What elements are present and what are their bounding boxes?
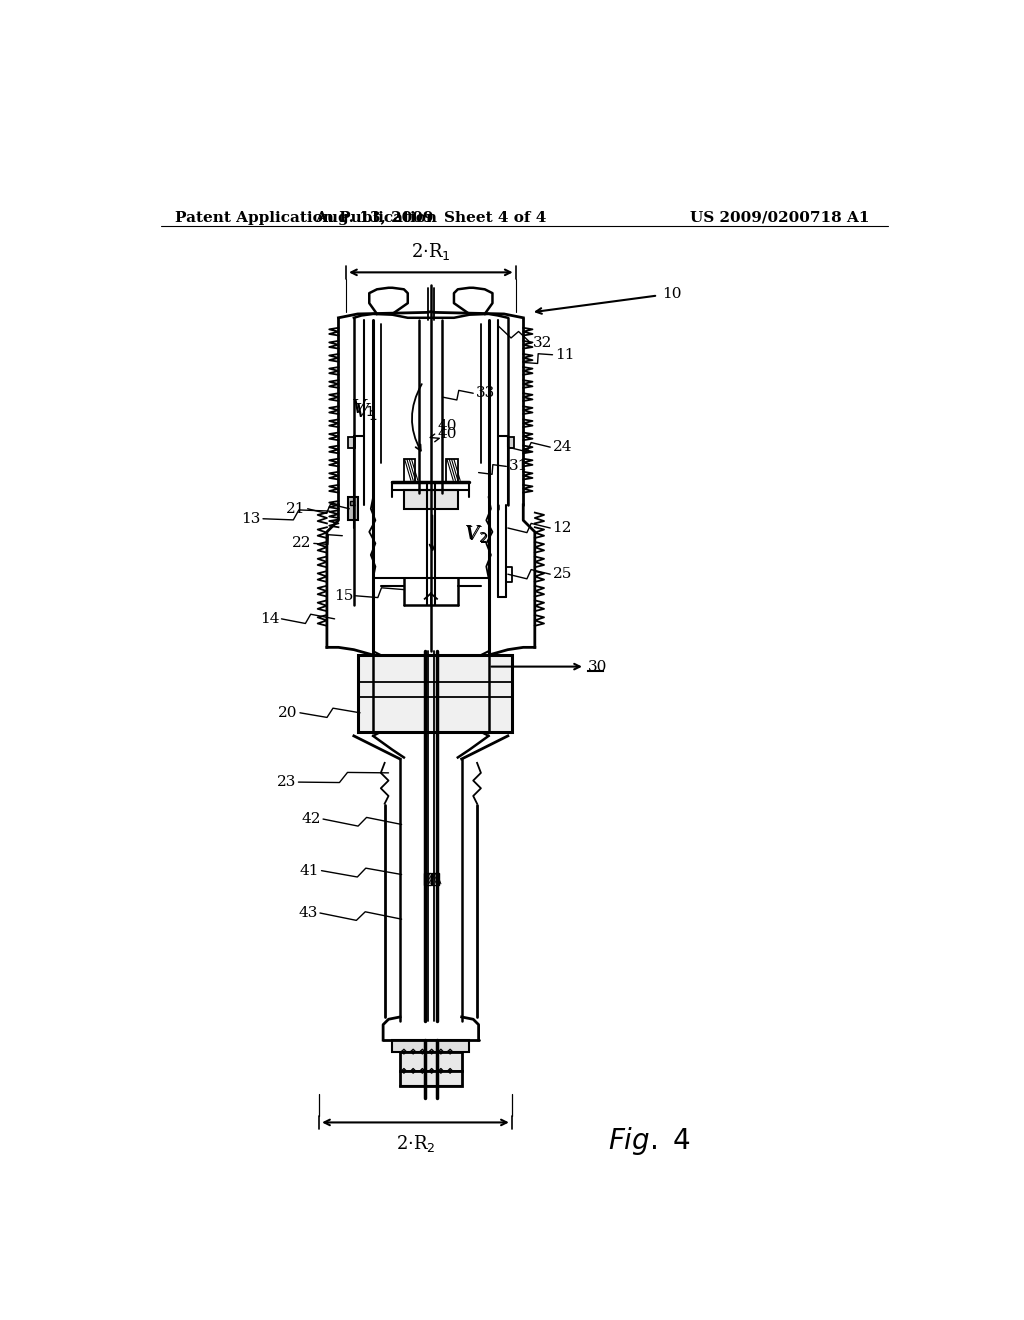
Text: $\it{Fig.}$ $\it{4}$: $\it{Fig.}$ $\it{4}$ — [608, 1125, 690, 1156]
Text: 10: 10 — [662, 286, 681, 301]
Bar — [350, 502, 354, 506]
Bar — [424, 873, 431, 884]
Bar — [446, 459, 458, 482]
Bar — [348, 437, 354, 447]
Text: 25: 25 — [553, 568, 571, 581]
Bar — [400, 1071, 462, 1086]
Text: 11: 11 — [555, 347, 574, 362]
Bar — [403, 490, 458, 508]
Bar — [392, 1040, 469, 1052]
Text: 20: 20 — [279, 706, 298, 719]
Text: V$_1$: V$_1$ — [351, 399, 375, 420]
Text: US 2009/0200718 A1: US 2009/0200718 A1 — [690, 211, 869, 224]
Text: 24: 24 — [553, 440, 572, 454]
Bar — [357, 655, 512, 733]
Text: 31: 31 — [509, 459, 528, 474]
Text: Aug. 13, 2009  Sheet 4 of 4: Aug. 13, 2009 Sheet 4 of 4 — [315, 211, 547, 224]
Text: 12: 12 — [553, 521, 572, 535]
Text: 14: 14 — [260, 612, 280, 626]
Text: 23: 23 — [276, 775, 296, 789]
Text: Patent Application Publication: Patent Application Publication — [175, 211, 437, 224]
Text: 2$\cdot$R$_1$: 2$\cdot$R$_1$ — [411, 240, 451, 261]
Bar — [508, 437, 514, 447]
Text: 33: 33 — [475, 387, 495, 400]
Bar — [348, 498, 357, 520]
Bar — [400, 1052, 462, 1071]
Text: 15: 15 — [334, 589, 353, 603]
Text: V$_1$: V$_1$ — [353, 401, 377, 424]
Text: V$_2$: V$_2$ — [465, 525, 488, 546]
Text: 42: 42 — [301, 812, 321, 826]
Text: 40: 40 — [437, 418, 457, 433]
Text: 30: 30 — [588, 660, 607, 673]
Text: 22: 22 — [292, 536, 311, 550]
Text: 41: 41 — [300, 863, 319, 878]
Text: V$_2$: V$_2$ — [464, 524, 487, 545]
Text: 32: 32 — [534, 337, 553, 350]
Text: 43: 43 — [298, 906, 317, 920]
Text: 2$\cdot$R$_2$: 2$\cdot$R$_2$ — [395, 1133, 435, 1154]
Bar — [403, 459, 416, 482]
Text: 40: 40 — [437, 428, 457, 441]
Bar — [432, 873, 438, 884]
Text: 21: 21 — [286, 502, 305, 516]
Text: 13: 13 — [242, 512, 261, 525]
